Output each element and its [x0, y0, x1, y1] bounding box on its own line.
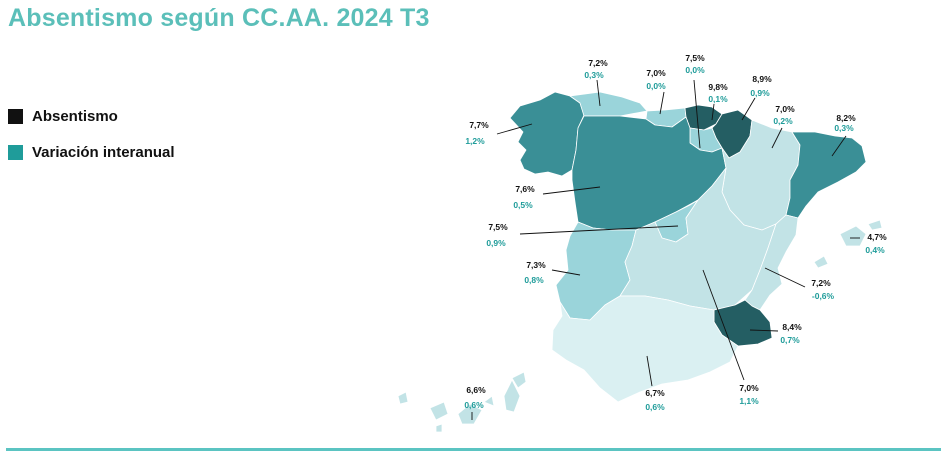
label-castilla-la-mancha-variacion: 1,1% — [739, 396, 759, 406]
label-asturias-variacion: 0,3% — [584, 70, 604, 80]
label-cantabria-absentismo: 7,0% — [646, 68, 666, 78]
legend-label-variacion: Variación interanual — [32, 143, 175, 161]
legend-label-absentismo: Absentismo — [32, 107, 118, 125]
label-aragon-variacion: 0,2% — [773, 116, 793, 126]
label-la-rioja-absentismo: 9,8% — [708, 82, 728, 92]
label-andalucia-variacion: 0,6% — [645, 402, 665, 412]
label-madrid-absentismo: 7,5% — [488, 222, 508, 232]
region-canarias-g — [435, 423, 443, 433]
label-extremadura-absentismo: 7,3% — [526, 260, 546, 270]
region-galicia — [509, 91, 585, 177]
region-canarias-f — [511, 371, 527, 389]
label-baleares-variacion: 0,4% — [865, 245, 885, 255]
label-baleares-absentismo: 4,7% — [867, 232, 887, 242]
label-castilla-la-mancha-absentismo: 7,0% — [739, 383, 759, 393]
label-la-rioja-variacion: 0,1% — [708, 94, 728, 104]
region-canarias-b — [429, 401, 449, 421]
label-cataluna-absentismo: 8,2% — [836, 113, 856, 123]
label-murcia-variacion: 0,7% — [780, 335, 800, 345]
page-title: Absentismo según CC.AA. 2024 T3 — [8, 4, 430, 32]
legend-swatch-variacion — [8, 144, 23, 160]
label-pais-vasco-absentismo: 7,5% — [685, 53, 705, 63]
label-valenciana-absentismo: 7,2% — [811, 278, 831, 288]
label-valenciana-variacion: -0,6% — [812, 291, 835, 301]
region-canarias-c — [457, 403, 483, 425]
region-canarias-a — [397, 391, 409, 405]
region-canarias-e — [503, 379, 521, 413]
label-madrid-variacion: 0,9% — [486, 238, 506, 248]
label-cantabria-variacion: 0,0% — [646, 81, 666, 91]
region-baleares-menorca — [867, 219, 883, 231]
label-navarra-absentismo: 8,9% — [752, 74, 772, 84]
region-labels: 7,7% 1,2% 7,2% 0,3% 7,0% 0,0% 7,5% 0,0% … — [464, 53, 887, 412]
region-comunitat-valenciana — [744, 214, 799, 311]
legend-item-absentismo: Absentismo — [8, 106, 175, 126]
label-navarra-variacion: 0,9% — [750, 88, 770, 98]
region-canarias-d — [483, 395, 495, 407]
label-asturias-absentismo: 7,2% — [588, 58, 608, 68]
label-canarias-variacion: 0,6% — [464, 400, 484, 410]
region-cataluna — [785, 131, 867, 219]
label-andalucia-absentismo: 6,7% — [645, 388, 665, 398]
legend: Absentismo Variación interanual — [8, 106, 175, 178]
region-andalucia — [551, 295, 739, 403]
region-baleares-mallorca — [839, 225, 867, 247]
label-canarias-absentismo: 6,6% — [466, 385, 486, 395]
leader-lines — [471, 79, 860, 420]
legend-item-variacion: Variación interanual — [8, 142, 175, 162]
label-castilla-leon-absentismo: 7,6% — [515, 184, 535, 194]
label-pais-vasco-variacion: 0,0% — [685, 65, 705, 75]
label-aragon-absentismo: 7,0% — [775, 104, 795, 114]
region-baleares-ibiza — [813, 255, 829, 269]
label-galicia-variacion: 1,2% — [465, 136, 485, 146]
label-extremadura-variacion: 0,8% — [524, 275, 544, 285]
label-cataluna-variacion: 0,3% — [834, 123, 854, 133]
label-galicia-absentismo: 7,7% — [469, 120, 489, 130]
label-castilla-leon-variacion: 0,5% — [513, 200, 533, 210]
label-murcia-absentismo: 8,4% — [782, 322, 802, 332]
bottom-rule — [6, 448, 941, 451]
legend-swatch-absentismo — [8, 108, 23, 124]
